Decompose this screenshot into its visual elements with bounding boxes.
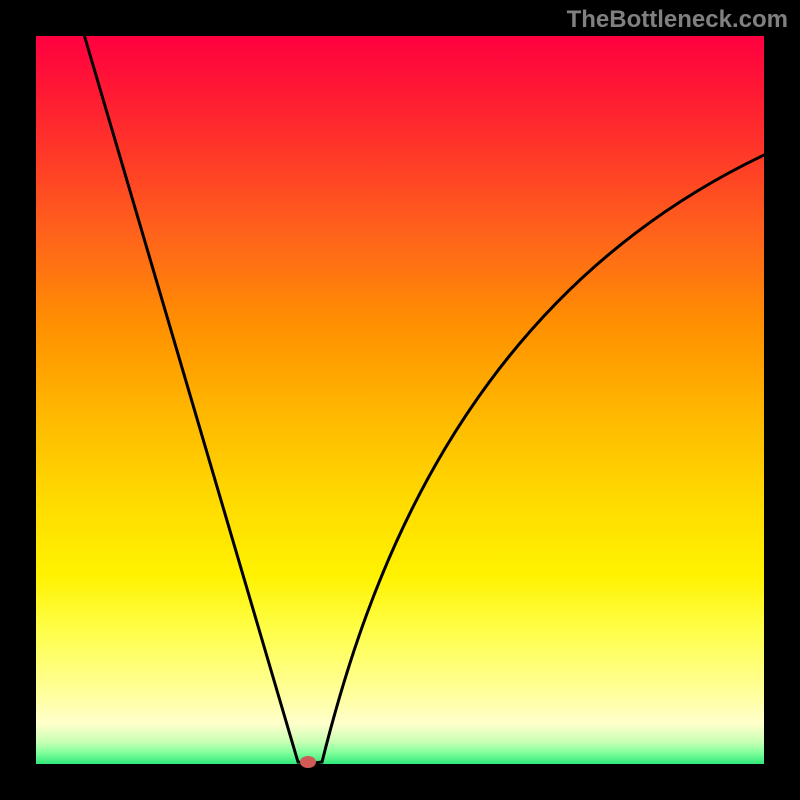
curve-layer xyxy=(0,0,800,800)
chart-container: TheBottleneck.com xyxy=(0,0,800,800)
bottleneck-curve xyxy=(78,14,764,763)
minimum-marker xyxy=(300,756,316,768)
watermark-text: TheBottleneck.com xyxy=(567,6,788,34)
